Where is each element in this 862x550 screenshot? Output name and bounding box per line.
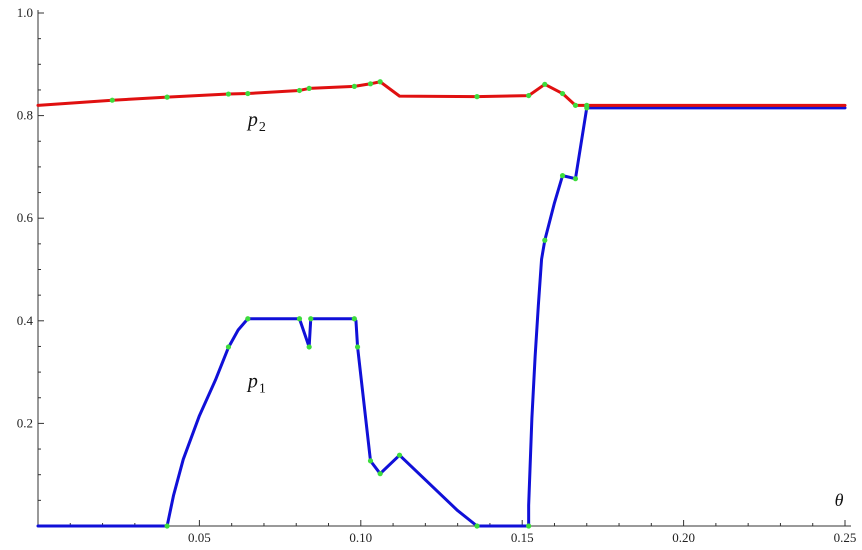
y-tick-label: 0.6 bbox=[17, 210, 34, 225]
data-point-p1 bbox=[377, 471, 383, 477]
axes: 0.05 0.10 0.15 0.20 0.25 0.2 0.4 0.6 0.8 1.0 bbox=[17, 5, 857, 545]
data-point-p2 bbox=[526, 92, 532, 99]
data-point-p2 bbox=[245, 90, 251, 97]
data-point-p2 bbox=[306, 85, 312, 92]
data-point-p1 bbox=[245, 316, 251, 322]
data-point-p1 bbox=[559, 173, 566, 179]
data-point-p2 bbox=[225, 91, 232, 97]
data-point-p1 bbox=[474, 523, 480, 529]
data-point-p1 bbox=[396, 452, 403, 458]
data-point-p2 bbox=[367, 81, 374, 87]
y-tick-label: 0.2 bbox=[17, 415, 33, 430]
data-point-p1 bbox=[354, 344, 361, 350]
data-point-p1 bbox=[308, 316, 314, 322]
data-point-p2 bbox=[559, 90, 566, 97]
series-lines bbox=[36, 80, 847, 528]
series-label-p1: p1 bbox=[246, 370, 266, 396]
x-tick-label: 0.10 bbox=[349, 530, 372, 545]
data-point-p2 bbox=[377, 79, 383, 85]
data-point-p2 bbox=[474, 94, 480, 100]
data-point-p2 bbox=[351, 83, 357, 89]
data-point-p2 bbox=[296, 87, 303, 94]
x-tick-label: 0.20 bbox=[672, 530, 695, 545]
series-label-p2: p2 bbox=[246, 109, 266, 135]
data-point-p1 bbox=[542, 237, 548, 243]
data-point-p1 bbox=[306, 344, 312, 350]
data-point-p2 bbox=[584, 102, 590, 108]
data-point-p1 bbox=[296, 316, 303, 322]
series-line-p1 bbox=[36, 106, 847, 528]
data-point-p1 bbox=[225, 344, 232, 350]
data-point-p1 bbox=[164, 523, 170, 529]
x-axis-title: θ bbox=[835, 490, 844, 510]
y-tick-label: 0.8 bbox=[17, 108, 33, 123]
series-line-p2 bbox=[36, 80, 847, 107]
x-tick-label: 0.05 bbox=[188, 530, 211, 545]
data-point-p1 bbox=[572, 176, 579, 182]
series-points bbox=[109, 79, 590, 529]
data-point-p1 bbox=[526, 523, 532, 529]
x-tick-label: 0.25 bbox=[834, 530, 857, 545]
data-point-p1 bbox=[351, 316, 357, 322]
data-point-p1 bbox=[367, 458, 374, 464]
y-tick-label: 0.4 bbox=[17, 313, 34, 328]
labels: θ p1 p2 bbox=[246, 109, 844, 510]
data-point-p2 bbox=[164, 94, 170, 100]
data-point-p2 bbox=[572, 102, 579, 108]
y-tick-label: 1.0 bbox=[17, 5, 33, 20]
data-point-p2 bbox=[109, 97, 115, 103]
x-tick-label: 0.15 bbox=[511, 530, 534, 545]
data-point-p2 bbox=[542, 81, 548, 87]
